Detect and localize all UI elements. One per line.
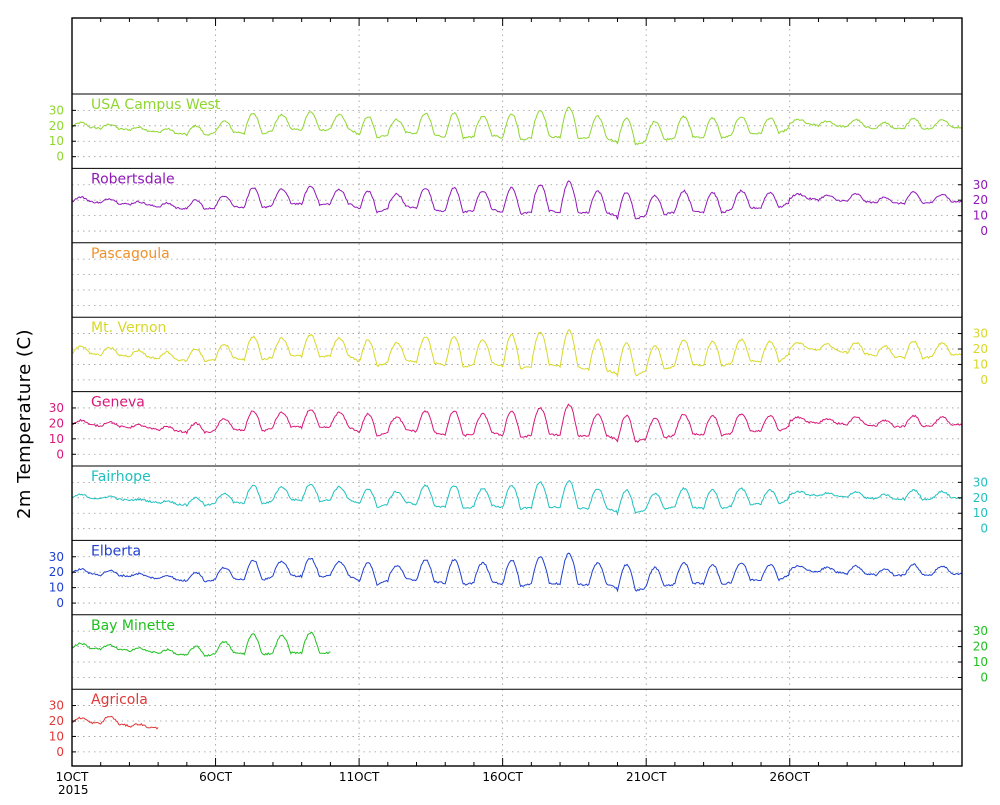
series-line-elberta — [71, 552, 963, 593]
series-layer — [71, 106, 963, 730]
usa-campus-west-y-tick-label: 0 — [56, 150, 64, 164]
mt-vernon-y-tick-label: 0 — [980, 373, 988, 387]
x-tick-label-26oct: 26OCT — [770, 770, 811, 784]
robertsdale-y-tick-label: 30 — [973, 178, 988, 192]
x-tick-label-16oct: 16OCT — [482, 770, 523, 784]
x-tick-label-11oct: 11OCT — [339, 770, 380, 784]
agricola-y-tick-label: 30 — [49, 699, 64, 713]
series-line-agricola — [71, 715, 159, 730]
fairhope-y-tick-label: 10 — [973, 506, 988, 520]
station-label-geneva: Geneva — [91, 395, 145, 411]
robertsdale-y-tick-label: 20 — [973, 193, 988, 207]
x-tick-label-21oct: 21OCT — [626, 770, 667, 784]
fairhope-y-tick-label: 20 — [973, 491, 988, 505]
elberta-y-tick-label: 20 — [49, 565, 64, 579]
mt-vernon-y-tick-label: 10 — [973, 357, 988, 371]
elberta-y-tick-label: 0 — [56, 596, 64, 610]
station-label-elberta: Elberta — [91, 543, 141, 559]
plot-frame — [71, 17, 963, 767]
usa-campus-west-y-tick-label: 30 — [49, 103, 64, 117]
elberta-y-tick-label: 10 — [49, 581, 64, 595]
series-line-usa-campus-west — [71, 106, 963, 146]
station-label-mt-vernon: Mt. Vernon — [91, 320, 166, 336]
robertsdale-y-tick-label: 0 — [980, 224, 988, 238]
station-label-usa-campus-west: USA Campus West — [91, 97, 221, 113]
series-line-mt-vernon — [71, 329, 963, 378]
x-tick-label-1oct: 1OCT — [56, 770, 89, 784]
station-label-pascagoula: Pascagoula — [91, 246, 170, 262]
series-line-robertsdale — [71, 180, 963, 220]
geneva-y-tick-label: 20 — [49, 416, 64, 430]
station-label-agricola: Agricola — [91, 692, 148, 708]
geneva-y-tick-label: 10 — [49, 432, 64, 446]
station-label-robertsdale: Robertsdale — [91, 171, 175, 187]
series-line-fairhope — [71, 479, 963, 517]
fairhope-y-tick-label: 0 — [980, 522, 988, 536]
usa-campus-west-y-tick-label: 10 — [49, 134, 64, 148]
mt-vernon-y-tick-label: 20 — [973, 342, 988, 356]
series-line-bay-minette — [71, 631, 331, 658]
x-year-label: 2015 — [58, 783, 89, 797]
y-axis-title: 2m Temperature (C) — [14, 329, 35, 519]
station-label-fairhope: Fairhope — [91, 469, 151, 485]
agricola-y-tick-label: 0 — [56, 745, 64, 759]
bay-minette-y-tick-label: 10 — [973, 655, 988, 669]
agricola-y-tick-label: 10 — [49, 729, 64, 743]
bay-minette-y-tick-label: 20 — [973, 640, 988, 654]
geneva-y-tick-label: 30 — [49, 401, 64, 415]
station-label-bay-minette: Bay Minette — [91, 618, 175, 634]
series-line-geneva — [71, 403, 963, 443]
bay-minette-y-tick-label: 0 — [980, 670, 988, 684]
usa-campus-west-y-tick-label: 20 — [49, 119, 64, 133]
geneva-y-tick-label: 0 — [56, 447, 64, 461]
robertsdale-y-tick-label: 10 — [973, 209, 988, 223]
bay-minette-y-tick-label: 30 — [973, 624, 988, 638]
fairhope-y-tick-label: 30 — [973, 475, 988, 489]
elberta-y-tick-label: 30 — [49, 550, 64, 564]
mt-vernon-y-tick-label: 30 — [973, 327, 988, 341]
agricola-y-tick-label: 20 — [49, 714, 64, 728]
x-tick-label-6oct: 6OCT — [199, 770, 232, 784]
